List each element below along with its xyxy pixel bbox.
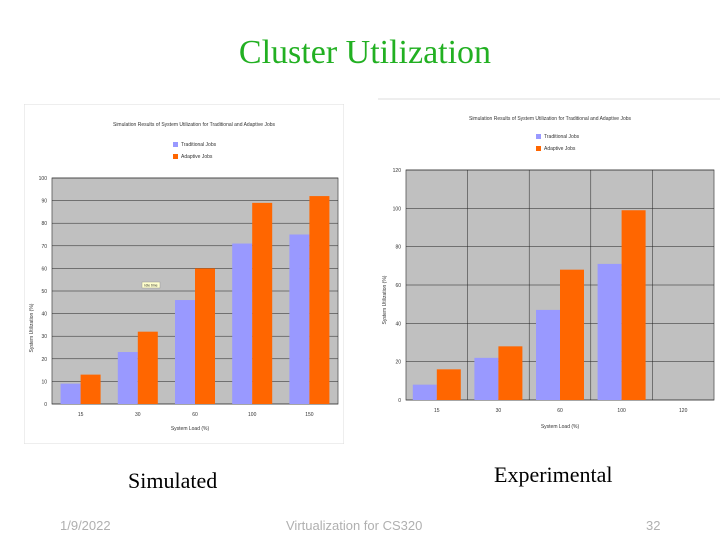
y-tick-label: 20 [395,360,401,366]
bar-adaptive [137,331,158,404]
y-tick-label: 20 [41,357,47,363]
y-tick-label: 70 [41,244,47,250]
x-tick-label: 150 [305,412,314,418]
bar-traditional [117,352,138,404]
y-tick-label: 40 [41,312,47,318]
bar-traditional [289,234,310,404]
x-tick-label: 60 [192,412,198,418]
slide-title: Cluster Utilization [238,34,492,71]
bar-traditional [597,263,622,400]
y-tick-label: 100 [39,176,48,182]
x-tick-label: 30 [496,408,502,414]
legend-label-traditional: Traditional Jobs [544,134,580,140]
legend-swatch-adaptive [536,146,541,151]
chart-title: Simulation Results of System Utilization… [469,116,632,122]
legend-swatch-adaptive [173,154,178,159]
x-axis-label: System Load (%) [541,424,580,430]
x-axis-label: System Load (%) [171,426,210,432]
legend-label-traditional: Traditional Jobs [181,142,217,148]
simulated-chart: Simulation Results of System Utilization… [24,104,344,444]
bar-adaptive [252,202,273,404]
y-tick-label: 100 [393,206,402,212]
y-tick-label: 0 [398,398,401,404]
y-tick-label: 50 [41,289,47,295]
x-tick-label: 30 [135,412,141,418]
y-tick-label: 60 [41,266,47,272]
y-tick-label: 40 [395,321,401,327]
y-tick-label: 10 [41,379,47,385]
bar-traditional [474,357,499,400]
page-number: 32 [646,518,661,533]
y-tick-label: 80 [41,221,47,227]
y-tick-label: 90 [41,199,47,205]
y-tick-label: 30 [41,334,47,340]
x-tick-label: 15 [434,408,440,414]
y-tick-label: 80 [395,245,401,251]
bar-traditional [60,383,81,404]
bar-traditional [232,243,253,404]
x-tick-label: 100 [617,408,626,414]
x-tick-label: 60 [557,408,563,414]
bar-adaptive [309,196,330,404]
y-axis-label: System Utilization (%) [29,303,35,352]
caption-experimental: Experimental [494,462,613,487]
bar-traditional [412,384,437,400]
x-tick-label: 100 [248,412,257,418]
footer-course: Virtualization for CS320 [286,518,423,533]
footer-date: 1/9/2022 [60,518,111,533]
bar-adaptive [80,374,101,404]
bar-adaptive [621,210,646,400]
legend-swatch-traditional [173,142,178,147]
bar-traditional [536,309,560,400]
experimental-chart: Simulation Results of System Utilization… [378,98,720,430]
legend-swatch-traditional [536,134,541,139]
y-axis-label: System Utilization (%) [382,275,388,324]
legend-label-adaptive: Adaptive Jobs [181,154,213,160]
legend-label-adaptive: Adaptive Jobs [544,146,576,152]
bar-adaptive [436,369,461,400]
x-tick-label: 120 [679,408,688,414]
caption-simulated: Simulated [128,468,218,493]
bar-adaptive [498,346,523,400]
annotation-label: Idle time [144,284,157,288]
bar-adaptive [560,269,584,400]
y-tick-label: 120 [393,168,402,174]
bar-traditional [175,300,195,404]
annotation-box [141,281,161,289]
y-tick-label: 0 [44,402,47,408]
bar-adaptive [195,268,215,404]
chart-title: Simulation Results of System Utilization… [113,122,276,128]
x-tick-label: 15 [78,412,84,418]
y-tick-label: 60 [395,283,401,289]
